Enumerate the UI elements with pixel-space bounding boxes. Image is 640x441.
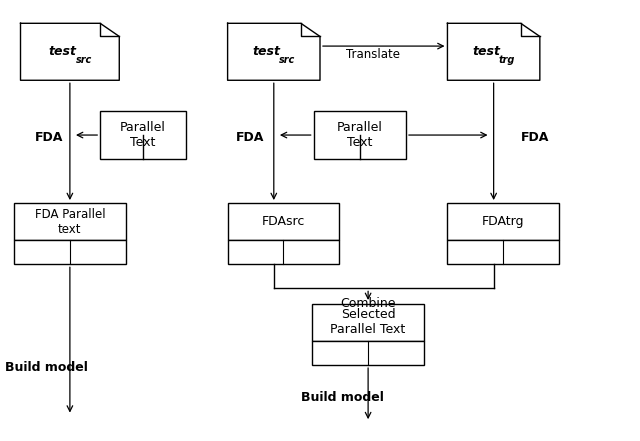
Bar <box>312 304 424 341</box>
Text: test: test <box>472 45 500 58</box>
Text: FDA: FDA <box>236 131 264 144</box>
Text: FDA: FDA <box>521 131 550 144</box>
Bar <box>228 240 339 264</box>
Text: Build model: Build model <box>301 392 384 404</box>
Text: FDAtrg: FDAtrg <box>482 215 524 228</box>
Text: trg: trg <box>499 55 515 65</box>
Text: src: src <box>76 55 92 65</box>
Bar <box>100 111 186 159</box>
Text: Parallel
Text: Parallel Text <box>120 121 166 149</box>
Polygon shape <box>20 23 119 80</box>
Text: src: src <box>278 55 295 65</box>
Text: Build model: Build model <box>4 361 88 374</box>
Text: Translate: Translate <box>346 49 400 61</box>
Text: Selected
Parallel Text: Selected Parallel Text <box>330 308 406 336</box>
Polygon shape <box>447 23 540 80</box>
Polygon shape <box>228 23 320 80</box>
Bar <box>312 341 424 365</box>
Bar <box>14 203 125 240</box>
Text: test: test <box>252 45 280 58</box>
Text: Combine: Combine <box>340 297 396 310</box>
Text: Parallel
Text: Parallel Text <box>337 121 383 149</box>
Text: FDA Parallel
text: FDA Parallel text <box>35 208 105 235</box>
Text: FDA: FDA <box>35 131 63 144</box>
Bar <box>228 203 339 240</box>
Text: test: test <box>48 45 76 58</box>
Bar <box>14 240 125 264</box>
Bar <box>447 240 559 264</box>
Text: FDAsrc: FDAsrc <box>262 215 305 228</box>
Bar <box>314 111 406 159</box>
Bar <box>447 203 559 240</box>
